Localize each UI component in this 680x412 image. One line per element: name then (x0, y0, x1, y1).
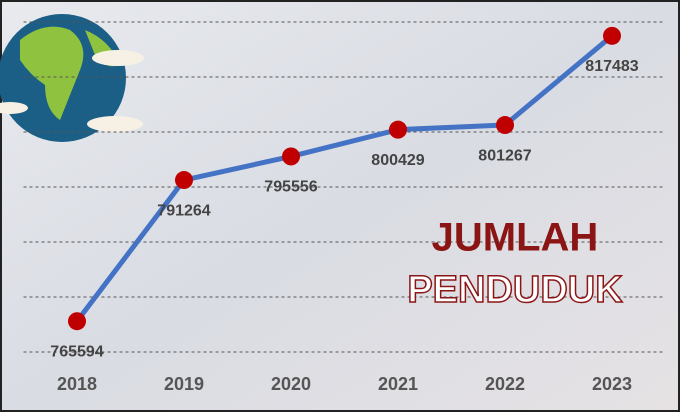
data-point (175, 171, 193, 189)
data-point (603, 27, 621, 45)
data-label: 791264 (157, 202, 210, 219)
data-label: 795556 (264, 179, 317, 196)
data-label: 801267 (478, 147, 531, 164)
x-tick-label: 2018 (57, 374, 97, 394)
x-tick-label: 2023 (592, 374, 632, 394)
x-tick-label: 2020 (271, 374, 311, 394)
data-point (496, 116, 514, 134)
data-label: 817483 (585, 58, 638, 75)
chart: 2018 2019 2020 2021 2022 2023 765594 791264 7955… (0, 0, 680, 412)
x-tick-label: 2019 (164, 374, 204, 394)
chart-subtitle: PENDUDUK (407, 269, 623, 311)
data-point (68, 312, 86, 330)
data-label: 765594 (50, 343, 103, 360)
x-tick-label: 2022 (485, 374, 525, 394)
data-label: 800429 (371, 152, 424, 169)
x-tick-label: 2021 (378, 374, 418, 394)
chart-title: JUMLAH (432, 216, 599, 260)
data-point (389, 121, 407, 139)
data-point (282, 147, 300, 165)
